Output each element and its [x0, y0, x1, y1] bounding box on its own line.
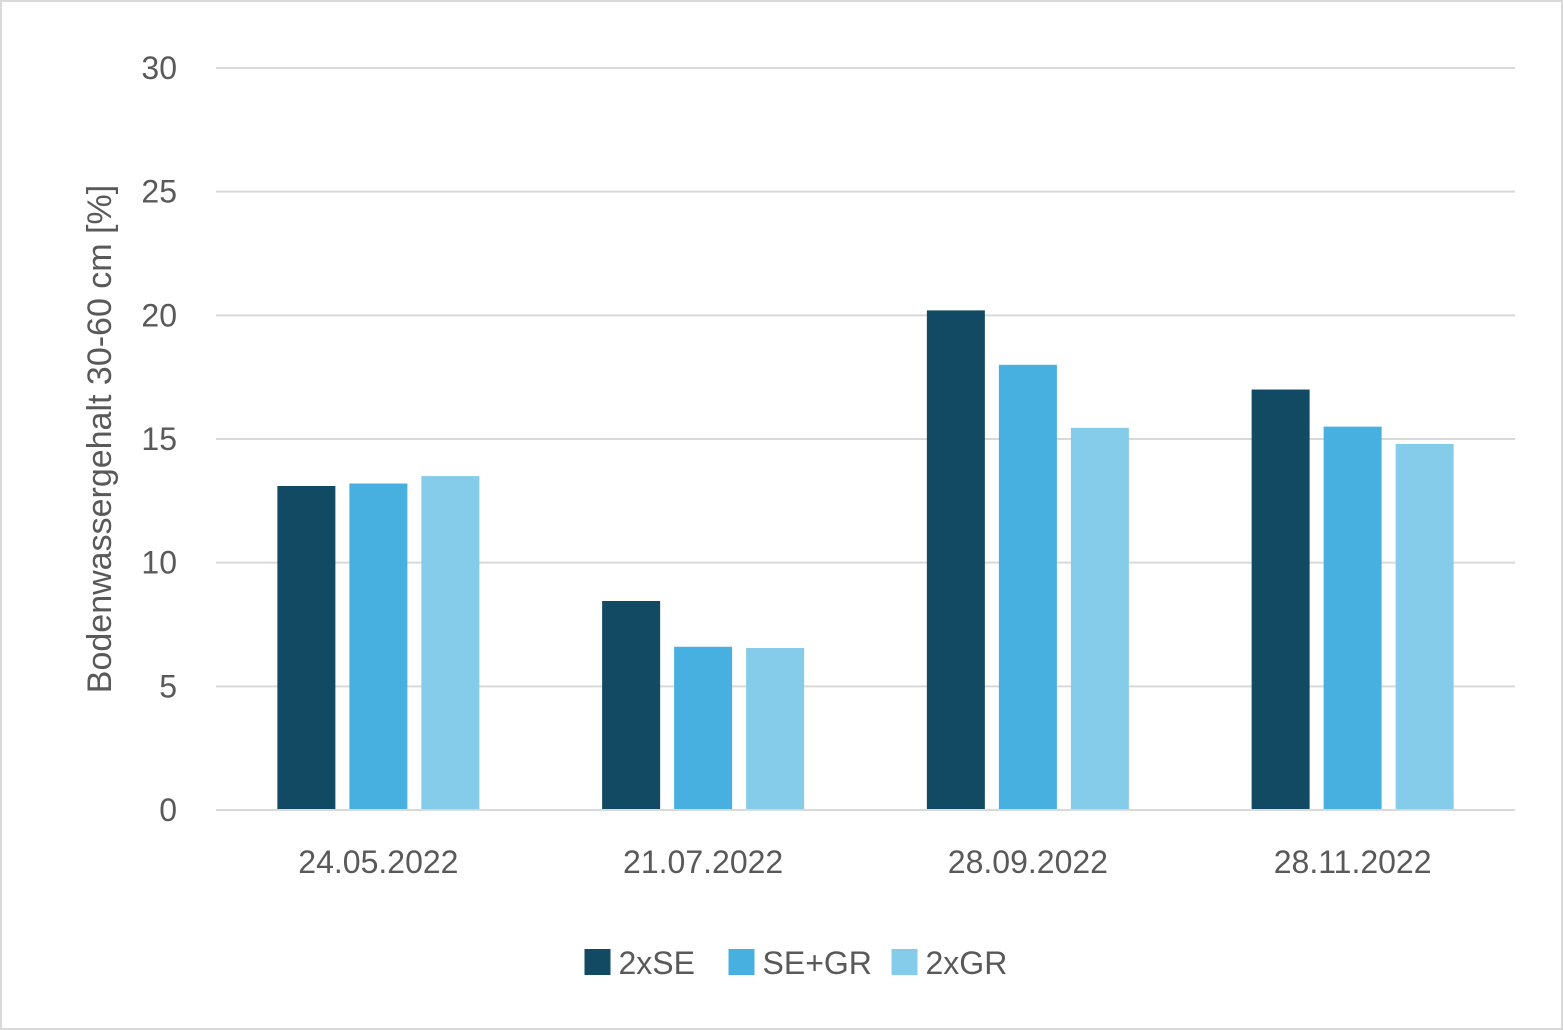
bar-2xse-3 [1251, 389, 1310, 810]
legend-label: 2xGR [926, 945, 1008, 981]
y-axis-title: Bodenwassergehalt 30-60 cm [%] [81, 185, 119, 693]
x-tick-label: 28.09.2022 [948, 844, 1108, 880]
legend-swatch [891, 949, 918, 975]
legend-swatch [728, 949, 755, 975]
bar-2xgr-1 [746, 647, 805, 810]
legend-swatch [584, 949, 611, 975]
y-axis-ticks: 0 5 10 15 20 25 30 [141, 50, 177, 828]
x-tick-label: 28.11.2022 [1274, 844, 1432, 880]
y-tick-label: 0 [159, 792, 177, 828]
bar-2xse-2 [926, 310, 985, 810]
bar-2xgr-3 [1395, 443, 1454, 810]
x-tick-label: 21.07.2022 [623, 844, 783, 880]
bars [216, 310, 1515, 811]
bar-2xse-0 [277, 485, 336, 810]
y-tick-label: 10 [141, 545, 177, 581]
y-tick-label: 15 [141, 421, 177, 457]
bar-se-gr-2 [998, 364, 1057, 810]
y-tick-label: 5 [159, 668, 177, 704]
legend-label: 2xSE [619, 945, 695, 981]
legend: 2xSE SE+GR 2xGR [584, 945, 1008, 981]
y-tick-label: 20 [141, 297, 177, 333]
x-axis-ticks: 24.05.2022 21.07.2022 28.09.2022 28.11.2022 [298, 844, 1431, 880]
bar-se-gr-1 [674, 646, 733, 810]
legend-label: SE+GR [763, 945, 872, 981]
bar-2xgr-0 [421, 476, 480, 810]
bar-2xgr-2 [1070, 427, 1129, 810]
bar-se-gr-0 [349, 483, 408, 810]
x-tick-label: 24.05.2022 [298, 844, 458, 880]
bar-se-gr-3 [1323, 426, 1382, 810]
y-tick-label: 25 [141, 174, 177, 210]
bar-2xse-1 [602, 601, 661, 810]
y-tick-label: 30 [141, 50, 177, 86]
